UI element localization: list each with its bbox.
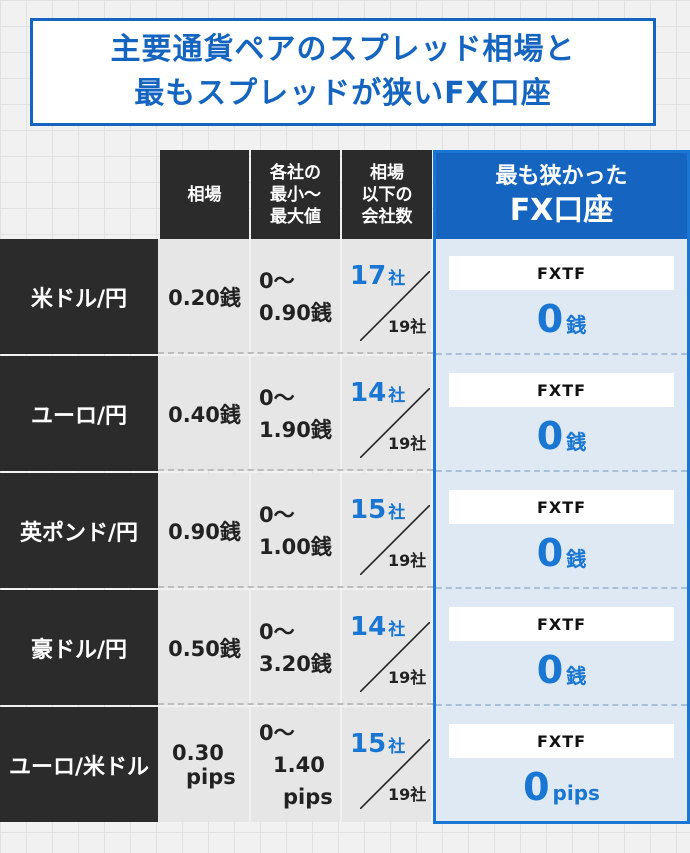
count-value: 17 社 bbox=[350, 261, 406, 291]
company-count: 17 社 19社 bbox=[342, 239, 433, 354]
cell-bg bbox=[342, 239, 433, 354]
cell-bg bbox=[158, 239, 251, 354]
count-value: 14 社 bbox=[350, 378, 406, 408]
count-total: 19社 bbox=[388, 785, 427, 804]
best-row-divider bbox=[436, 587, 687, 589]
cell-bg bbox=[251, 590, 342, 705]
currency-pair: 英ポンド/円 bbox=[0, 473, 158, 588]
cell-bg bbox=[158, 473, 251, 588]
range-max: 0.90銭 bbox=[259, 300, 332, 325]
range-max: 1.90銭 bbox=[259, 417, 332, 442]
cell-bg bbox=[342, 590, 433, 705]
table-row: ユーロ/米ドル 0.30 pips 0〜 1.40 pips 15 社 19社 bbox=[0, 707, 690, 822]
company-count: 14 社 19社 bbox=[342, 590, 433, 705]
table-row: 米ドル/円 0.20銭 0〜 0.90銭 17 社 19社 bbox=[0, 239, 690, 354]
range-max: 1.00銭 bbox=[259, 534, 332, 559]
currency-pair: ユーロ/米ドル bbox=[0, 707, 158, 822]
slash-divider bbox=[360, 505, 430, 575]
cell-bg bbox=[158, 590, 251, 705]
row-divider bbox=[158, 703, 433, 705]
min-max-range: 0〜 0.90銭 bbox=[251, 239, 342, 354]
row-divider bbox=[158, 352, 433, 354]
title-line-1: 主要通貨ペアのスプレッド相場と bbox=[110, 32, 576, 67]
table-row: ユーロ/円 0.40銭 0〜 1.90銭 14 社 19社 bbox=[0, 356, 690, 471]
best-row-divider bbox=[436, 353, 687, 355]
company-count: 14 社 19社 bbox=[342, 356, 433, 471]
best-spread-value: 0 pips bbox=[523, 765, 600, 809]
range-max: 3.20銭 bbox=[259, 651, 332, 676]
range-max: 1.40 bbox=[273, 752, 325, 777]
range-min: 0〜 bbox=[259, 619, 295, 644]
min-max-range: 0〜 1.90銭 bbox=[251, 356, 342, 471]
spread-table: 相場 各社の 最小〜 最大値 相場 以下の 会社数 最も狭かった FX口座 米ド… bbox=[0, 150, 690, 824]
best-broker-name: FXTF bbox=[449, 607, 674, 641]
header-best-line2: FX口座 bbox=[509, 193, 614, 228]
best-row-divider bbox=[436, 704, 687, 706]
cell-bg bbox=[251, 473, 342, 588]
market-rate: 0.40銭 bbox=[168, 402, 241, 427]
count-value: 15 社 bbox=[350, 729, 406, 759]
header-rate: 相場 bbox=[160, 150, 249, 239]
count-value: 15 社 bbox=[350, 495, 406, 525]
range-max-unit: pips bbox=[283, 784, 333, 809]
best-row-divider bbox=[436, 470, 687, 472]
market-rate: 0.20銭 bbox=[168, 285, 241, 310]
header-range: 各社の 最小〜 最大値 bbox=[251, 150, 340, 239]
title-line-2: 最もスプレッドが狭いFX口座 bbox=[134, 76, 552, 111]
range-min: 0〜 bbox=[259, 385, 295, 410]
min-max-range: 0〜 1.00銭 bbox=[251, 473, 342, 588]
range-min: 0〜 bbox=[259, 268, 295, 293]
min-max-range: 0〜 1.40 pips bbox=[251, 707, 342, 822]
slash-divider bbox=[360, 622, 430, 692]
currency-pair: 豪ドル/円 bbox=[0, 590, 158, 705]
count-total: 19社 bbox=[388, 668, 427, 687]
range-min: 0〜 bbox=[259, 502, 295, 527]
best-broker-name: FXTF bbox=[449, 373, 674, 407]
cell-bg bbox=[251, 707, 342, 822]
slash-divider bbox=[360, 388, 430, 458]
slash-divider bbox=[360, 739, 430, 809]
count-total: 19社 bbox=[388, 434, 427, 453]
header-count: 相場 以下の 会社数 bbox=[342, 150, 432, 239]
market-rate: 0.30 pips bbox=[172, 740, 236, 789]
count-value: 14 社 bbox=[350, 612, 406, 642]
company-count: 15 社 19社 bbox=[342, 707, 433, 822]
currency-pair: ユーロ/円 bbox=[0, 356, 158, 471]
cell-bg bbox=[342, 473, 433, 588]
count-total: 19社 bbox=[388, 317, 427, 336]
table-row: 豪ドル/円 0.50銭 0〜 3.20銭 14 社 19社 bbox=[0, 590, 690, 705]
row-divider bbox=[158, 586, 433, 588]
best-broker-name: FXTF bbox=[449, 724, 674, 758]
cell-bg bbox=[342, 356, 433, 471]
cell-bg bbox=[342, 707, 433, 822]
best-broker-name: FXTF bbox=[449, 490, 674, 524]
company-count: 15 社 19社 bbox=[342, 473, 433, 588]
table-row: 英ポンド/円 0.90銭 0〜 1.00銭 15 社 19社 bbox=[0, 473, 690, 588]
market-rate: 0.90銭 bbox=[168, 519, 241, 544]
slash-divider bbox=[360, 271, 430, 341]
cell-bg bbox=[251, 356, 342, 471]
cell-bg bbox=[251, 239, 342, 354]
cell-bg bbox=[158, 707, 251, 822]
header-best-line1: 最も狭かった bbox=[495, 164, 628, 189]
best-broker-name: FXTF bbox=[449, 256, 674, 290]
title-box: 主要通貨ペアのスプレッド相場と 最もスプレッドが狭いFX口座 bbox=[30, 18, 656, 126]
cell-bg bbox=[158, 356, 251, 471]
min-max-range: 0〜 3.20銭 bbox=[251, 590, 342, 705]
currency-pair: 米ドル/円 bbox=[0, 239, 158, 354]
header-best-account: 最も狭かった FX口座 bbox=[436, 153, 687, 239]
range-min: 0〜 bbox=[259, 720, 295, 745]
market-rate: 0.50銭 bbox=[168, 636, 241, 661]
row-divider bbox=[158, 469, 433, 471]
count-total: 19社 bbox=[388, 551, 427, 570]
